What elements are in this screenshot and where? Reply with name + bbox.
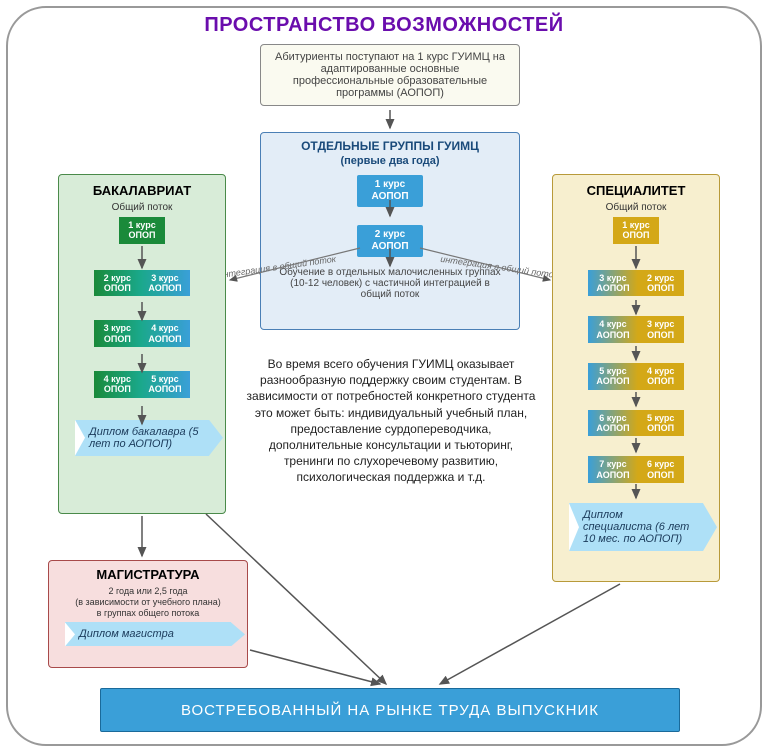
main-title: ПРОСТРАНСТВО ВОЗМОЖНОСТЕЙ: [0, 14, 768, 37]
spec-r3b: 4 курсОПОП: [638, 363, 684, 390]
spec-r5b: 6 курсОПОП: [638, 456, 684, 483]
groups-course-1: 1 курсАОПОП: [357, 175, 422, 207]
groups-panel: ОТДЕЛЬНЫЕ ГРУППЫ ГУИМЦ (первые два года)…: [260, 132, 520, 330]
spec-r1a: 3 курсАОПОП: [588, 270, 637, 297]
spec-r1b: 2 курсОПОП: [638, 270, 684, 297]
mag-panel: МАГИСТРАТУРА 2 года или 2,5 года (в зави…: [48, 560, 248, 668]
spec-r5a: 7 курсАОПОП: [588, 456, 637, 483]
bak-r2b: 4 курсАОПОП: [140, 320, 189, 347]
bak-r1b: 3 курсАОПОП: [140, 270, 189, 297]
spec-diploma: Диплом специалиста (6 лет 10 мес. по АОП…: [569, 503, 703, 551]
bak-title: БАКАЛАВРИАТ: [67, 183, 217, 198]
spec-r0: 1 курсОПОП: [613, 217, 659, 244]
bak-sub: Общий поток: [67, 202, 217, 213]
spec-r4b: 5 курсОПОП: [638, 410, 684, 437]
groups-subtitle: (первые два года): [269, 155, 511, 167]
spec-r2a: 4 курсАОПОП: [588, 316, 637, 343]
groups-note: Обучение в отдельных малочисленных групп…: [269, 267, 511, 300]
spec-title: СПЕЦИАЛИТЕТ: [561, 183, 711, 198]
bak-r0: 1 курсОПОП: [119, 217, 165, 244]
mag-title: МАГИСТРАТУРА: [57, 567, 239, 582]
bak-r1a: 2 курсОПОП: [94, 270, 140, 297]
intro-box: Абитуриенты поступают на 1 курс ГУИМЦ на…: [260, 44, 520, 106]
spec-sub: Общий поток: [561, 202, 711, 213]
support-text: Во время всего обучения ГУИМЦ оказывает …: [246, 356, 536, 486]
spec-r4a: 6 курсАОПОП: [588, 410, 637, 437]
bak-diploma: Диплом бакалавра (5 лет по АОПОП): [75, 420, 209, 456]
bak-r2a: 3 курсОПОП: [94, 320, 140, 347]
groups-course-2: 2 курсАОПОП: [357, 225, 422, 257]
bak-r3a: 4 курсОПОП: [94, 371, 140, 398]
spec-panel: СПЕЦИАЛИТЕТ Общий поток 1 курсОПОП 3 кур…: [552, 174, 720, 582]
mag-diploma: Диплом магистра: [65, 622, 231, 646]
bak-panel: БАКАЛАВРИАТ Общий поток 1 курсОПОП 2 кур…: [58, 174, 226, 514]
spec-r3a: 5 курсАОПОП: [588, 363, 637, 390]
final-box: ВОСТРЕБОВАННЫЙ НА РЫНКЕ ТРУДА ВЫПУСКНИК: [100, 688, 680, 732]
groups-title: ОТДЕЛЬНЫЕ ГРУППЫ ГУИМЦ: [269, 139, 511, 153]
bak-r3b: 5 курсАОПОП: [140, 371, 189, 398]
spec-r2b: 3 курсОПОП: [638, 316, 684, 343]
mag-sub: 2 года или 2,5 года (в зависимости от уч…: [57, 586, 239, 618]
